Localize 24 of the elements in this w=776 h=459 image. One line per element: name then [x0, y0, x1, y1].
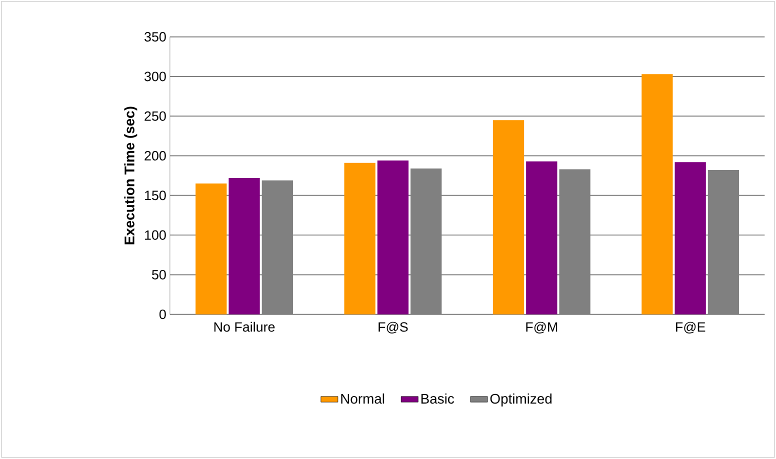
y-tick-label: 50	[152, 270, 166, 280]
y-tick-label: 300	[144, 72, 166, 82]
bar	[674, 162, 706, 314]
bar	[228, 178, 260, 314]
y-axis-title: Execution Time (sec)	[124, 106, 138, 244]
y-tick-label: 200	[144, 151, 166, 161]
x-tick-label: F@S	[378, 322, 408, 334]
legend-label: Normal	[341, 394, 384, 404]
bar	[492, 120, 524, 314]
y-tick-label: 250	[144, 111, 166, 121]
x-tick-label: F@E	[676, 322, 706, 334]
x-tick-label: F@M	[526, 322, 558, 334]
legend-label: Basic	[421, 394, 454, 404]
y-tick-label: 150	[145, 190, 166, 200]
bar	[526, 161, 558, 314]
legend-label: Optimized	[490, 394, 552, 407]
y-tick-label: 0	[159, 310, 166, 320]
bar	[344, 162, 376, 314]
x-tick-label: No Failure	[214, 322, 275, 332]
bar	[377, 160, 409, 314]
bar	[642, 74, 673, 314]
y-tick-label: 350	[144, 32, 166, 42]
y-tick-label: 100	[145, 230, 166, 240]
bar	[196, 184, 227, 314]
